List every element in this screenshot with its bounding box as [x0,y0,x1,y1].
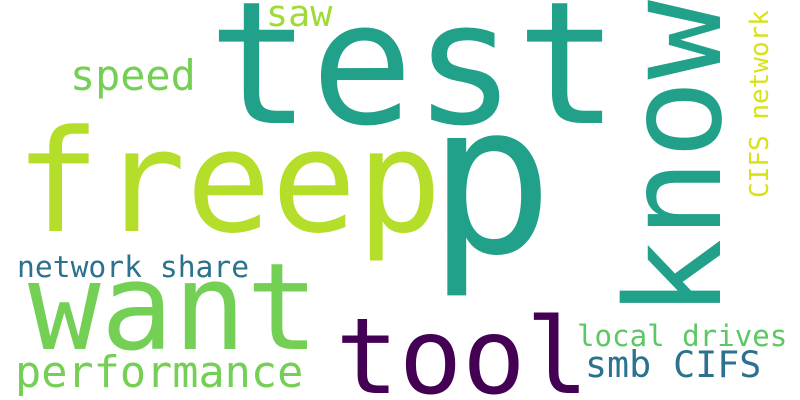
word-saw: saw [266,0,333,35]
word-want: want [28,237,319,378]
word-freep: freep [15,100,443,265]
word-tool: tool [335,294,589,400]
word-local-drives: local drives [577,318,788,353]
word-speed: speed [70,51,196,100]
word-performance: performance [15,348,304,398]
word-p: p [428,58,554,302]
word-test: test [208,0,619,164]
word-cifs-network: CIFS network [744,10,775,198]
word-network-share: network share [17,249,250,284]
word-smb-cifs: smb CIFS [585,342,762,386]
word-know: know [598,0,753,319]
